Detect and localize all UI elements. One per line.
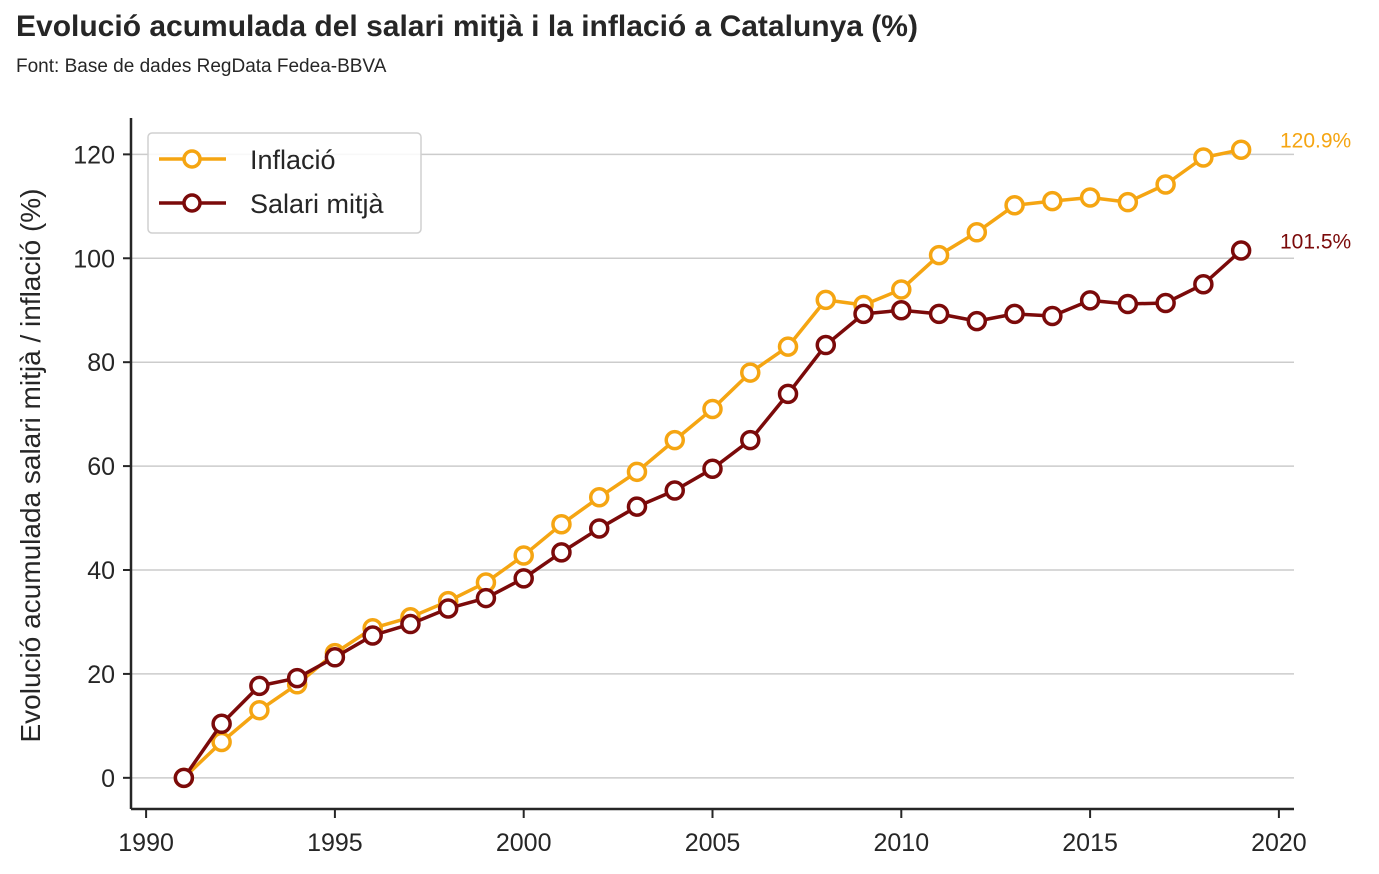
point-inflacio [1117,191,1139,213]
point-salari [1193,274,1214,295]
point-salari [853,303,874,325]
legend-marker-salari [182,193,202,213]
y-tick-label: 60 [87,453,115,481]
point-inflacio [1079,187,1101,208]
point-inflacio [1193,147,1214,168]
legend-label-inflacio: Inflació [250,145,336,175]
x-tick-label: 2010 [873,829,929,857]
point-salari [1117,293,1139,315]
point-salari [891,299,912,321]
point-salari [626,496,648,517]
point-inflacio [966,222,988,243]
point-inflacio [664,429,685,451]
point-salari [324,647,346,668]
end-label-inflacio: 120.9% [1280,130,1351,153]
point-salari [1155,292,1176,314]
x-tick-label: 1995 [307,829,363,857]
legend-marker-inflacio [182,149,202,169]
line-salari [182,249,1243,779]
point-inflacio [891,279,912,300]
point-salari [475,587,497,609]
point-inflacio [588,487,610,508]
point-salari [966,310,988,332]
ticks: 0 20 40 60 80 100 120 1990 1995 2000 2005 2010 2015 2… [73,141,1306,857]
point-salari [551,542,572,563]
end-labels: 120.9% 101.5% [1280,130,1351,254]
point-salari [286,667,308,689]
point-inflacio [777,336,799,357]
y-tick-label: 80 [87,349,115,377]
x-tick-label: 2020 [1251,829,1307,857]
point-salari [437,598,459,619]
point-salari [211,713,232,735]
y-tick-label: 120 [73,141,115,169]
point-salari [362,625,383,646]
x-tick-label: 2005 [685,829,741,857]
x-tick-label: 2000 [496,829,552,857]
y-tick-label: 100 [73,245,115,273]
chart-subtitle: Font: Base de dades RegData Fedea-BBVA [16,56,387,77]
point-salari [664,480,685,501]
point-salari [249,675,270,697]
point-inflacio [1004,195,1025,216]
y-tick-label: 0 [101,765,115,793]
point-inflacio [815,289,837,311]
point-inflacio [513,545,534,566]
legend: Inflació Salari mitjà [147,132,422,234]
point-inflacio [551,514,572,535]
x-tick-label: 1990 [118,829,174,857]
point-inflacio [928,244,950,266]
point-inflacio [211,731,232,753]
point-inflacio [626,461,648,483]
point-salari [1230,240,1252,261]
point-salari [777,383,799,405]
series-layer [173,139,1252,789]
point-inflacio [1155,174,1176,195]
chart-title: Evolució acumulada del salari mitjà i la… [16,10,918,43]
point-inflacio [740,362,761,383]
point-salari [740,429,761,451]
point-inflacio [702,398,723,420]
point-inflacio [1230,139,1252,160]
legend-label-salari: Salari mitjà [250,189,385,219]
legend-item-inflacio: Inflació [159,145,336,175]
x-tick-label: 2015 [1062,829,1118,857]
point-salari [513,568,534,589]
gridlines [131,153,1294,779]
point-salari [1004,303,1025,325]
point-salari [1079,290,1101,311]
point-inflacio [249,700,270,721]
end-label-salari: 101.5% [1280,230,1351,253]
y-tick-label: 40 [87,557,115,585]
y-axis-label: Evolució acumulada salari mitjà / inflac… [15,189,46,743]
point-inflacio [1042,190,1063,212]
y-tick-label: 20 [87,661,115,689]
series-salari [173,240,1252,789]
point-salari [702,458,723,479]
point-salari [815,334,837,356]
point-salari [928,303,950,325]
point-salari [588,518,610,539]
legend-item-salari: Salari mitjà [159,189,385,219]
point-salari [1042,305,1063,327]
point-salari [173,767,195,789]
point-salari [400,613,421,635]
